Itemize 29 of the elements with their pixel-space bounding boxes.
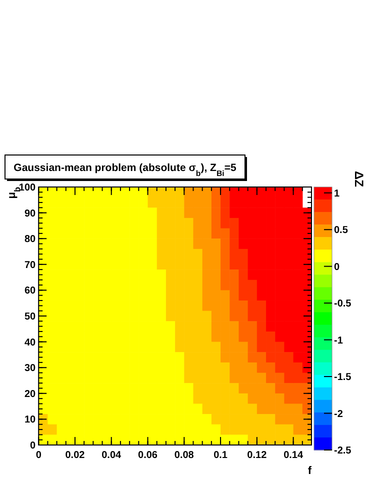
color-bar-label: -1	[334, 335, 344, 346]
y-tick-label: 0	[30, 440, 36, 452]
y-tick-label: 90	[24, 208, 36, 220]
y-tick-label: 30	[24, 363, 36, 374]
chart-title: Gaussian-mean problem (absolute σ$_{b}$), Z$_{Bi}$=5	[14, 162, 236, 178]
y-tick-label: 60	[24, 286, 36, 297]
x-tick-label: 0.04	[102, 450, 122, 461]
x-tick-label: 0.08	[174, 450, 194, 461]
y-tick-label: 80	[24, 234, 36, 246]
x-tick-label: 0.06	[138, 450, 158, 461]
color-bar-label: -0.5	[334, 298, 352, 310]
color-bar-label: 0.5	[334, 225, 348, 236]
color-bar-label: -2	[334, 408, 344, 420]
color-bar-label: 1	[334, 188, 340, 200]
color-bar-label: 0	[334, 262, 340, 273]
x-tick-label: 0.1	[214, 450, 228, 461]
y-tick-label: 20	[24, 388, 36, 400]
y-tick-label: 50	[24, 312, 36, 322]
color-bar-title: ΔZ	[352, 171, 366, 187]
y-tick-label: 70	[24, 260, 36, 271]
x-tick-label: 0.02	[65, 450, 86, 461]
x-axis-title: f	[308, 465, 312, 477]
x-tick-label: 0.12	[247, 450, 268, 461]
y-tick-label: 10	[24, 414, 36, 426]
color-bar-label: -2.5	[334, 446, 352, 456]
x-tick-label: 0.14	[284, 450, 304, 461]
y-tick-label: 100	[18, 182, 36, 194]
color-bar-label: -1.5	[334, 372, 352, 384]
y-tick-label: 40	[24, 337, 36, 348]
